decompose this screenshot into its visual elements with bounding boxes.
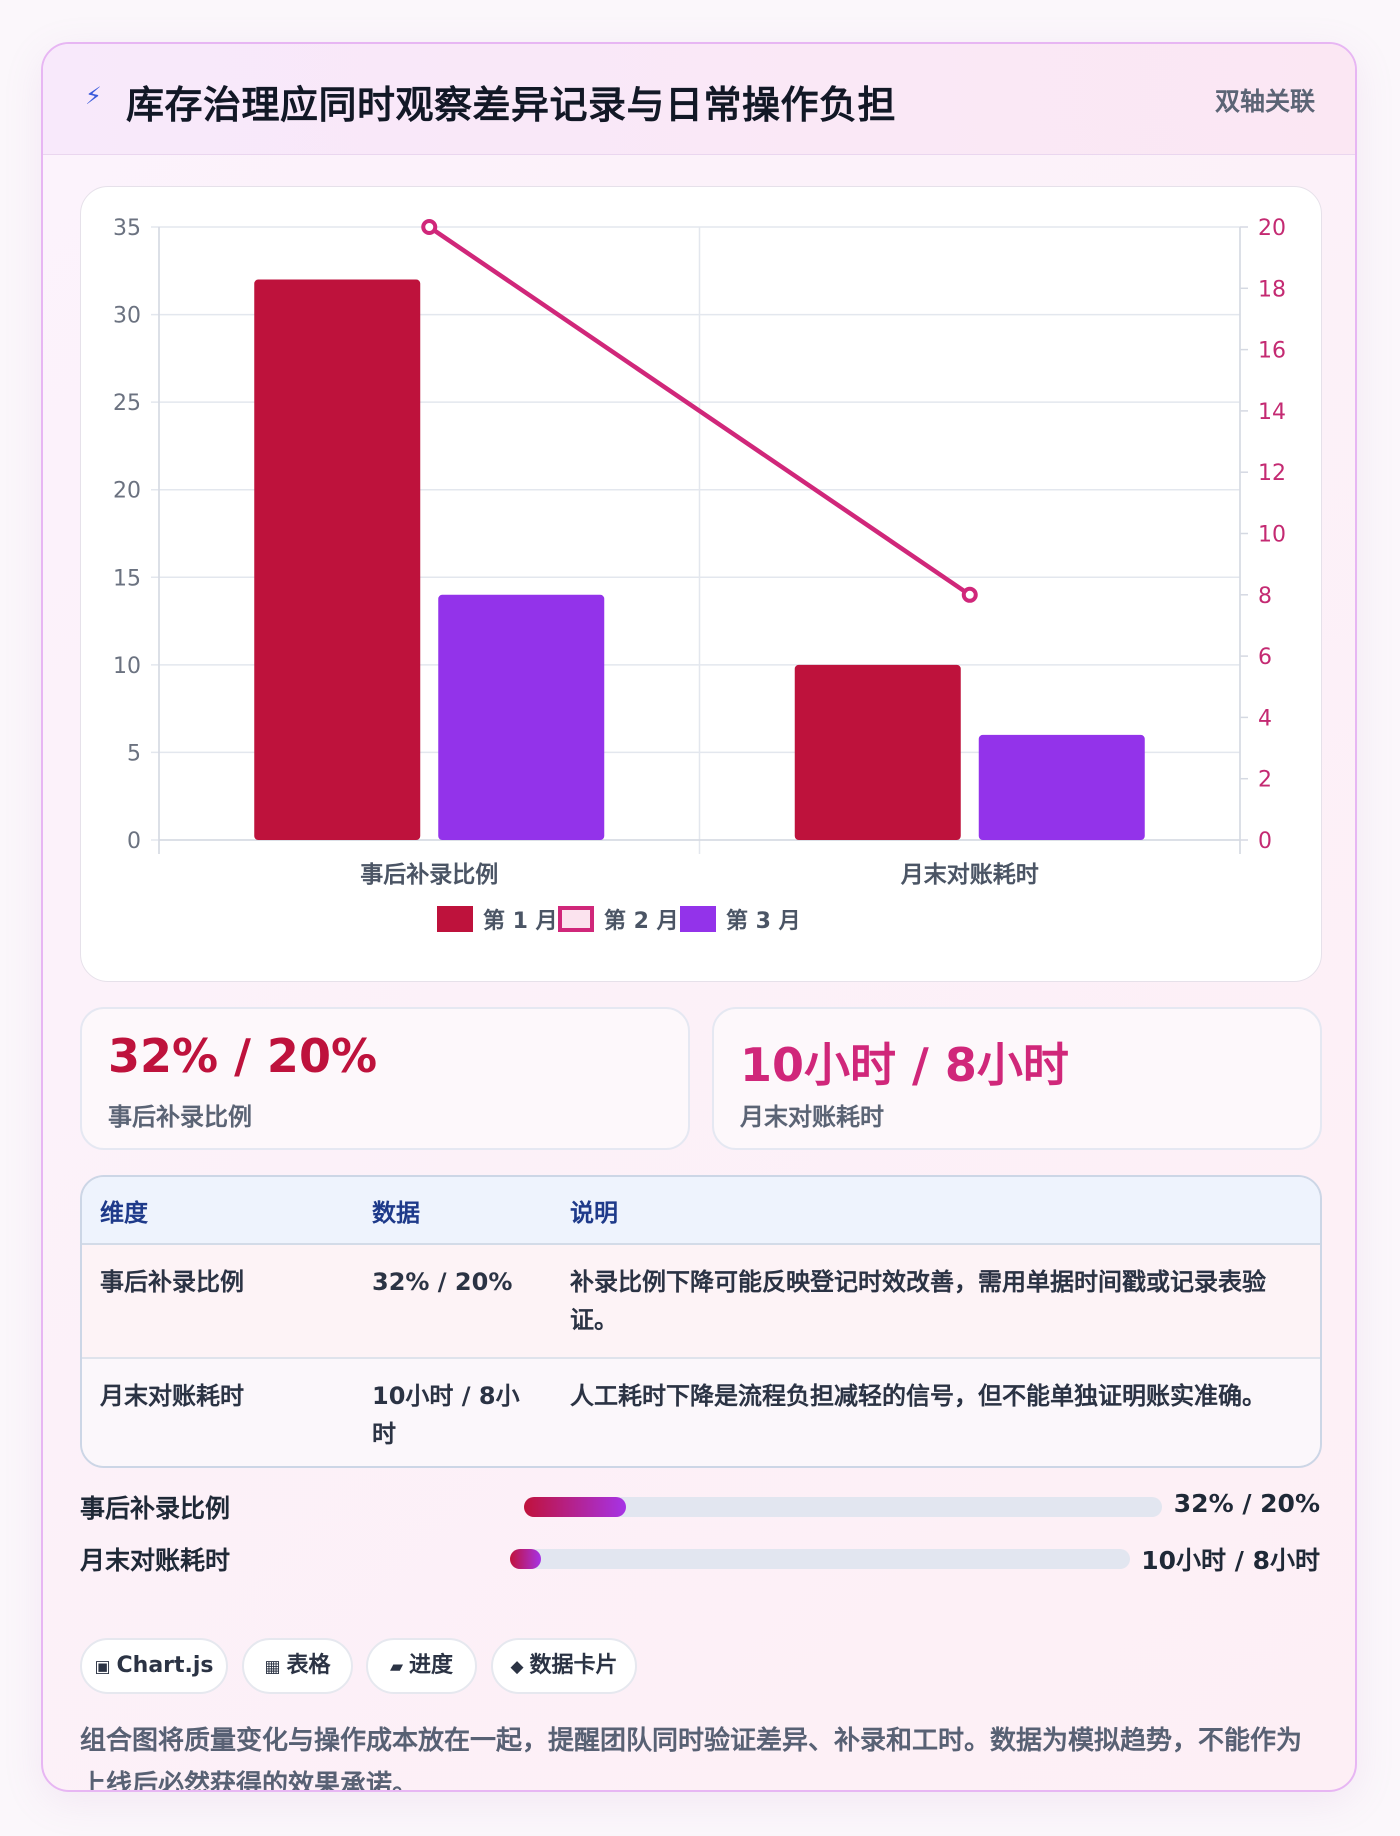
table-header: 说明 xyxy=(552,1177,1320,1245)
y-right-tick-label: 10 xyxy=(1258,523,1286,548)
line-series xyxy=(427,225,972,597)
progress-fill xyxy=(510,1549,541,1569)
progress-label: 事后补录比例 xyxy=(80,1494,231,1523)
progress-track xyxy=(510,1549,1130,1569)
y-right-tick-label: 14 xyxy=(1258,400,1286,425)
chip-label: 进度 xyxy=(409,1653,454,1678)
diamond-icon: ◆ xyxy=(510,1657,524,1677)
bolt-icon: ⚡ xyxy=(85,82,102,110)
y-right-tick-label: 16 xyxy=(1258,339,1286,364)
chart-container: 0 5 10 15 20 25 30 35 0 2 4 6 8 10 12 14 16 18 20 事后补录比例 月末对… xyxy=(80,186,1322,982)
progress-row-reconcile: 月末对账耗时 10小时 / 8小时 xyxy=(80,1541,1320,1581)
line-point xyxy=(961,586,978,603)
progress-value: 10小时 / 8小时 xyxy=(1141,1546,1320,1575)
bar-2 xyxy=(978,734,1145,840)
page-title: 库存治理应同时观察差异记录与日常操作负担 xyxy=(126,83,897,127)
progress-value: 32% / 20% xyxy=(1173,1489,1320,1518)
y-left-tick-label: 5 xyxy=(127,741,141,766)
legend-label: 第 3 月 xyxy=(726,908,801,934)
table-row: 事后补录比例 32% / 20% 补录比例下降可能反映登记时效改善，需用单据时间… xyxy=(82,1244,1320,1359)
table-cell: 10小时 / 8小时 xyxy=(354,1358,552,1466)
y-right-tick-label: 0 xyxy=(1258,829,1272,854)
kpi-value: 32% / 20% xyxy=(108,1029,378,1083)
legend-swatch xyxy=(437,906,473,932)
table-cell: 人工耗时下降是流程负担减轻的信号，但不能单独证明账实准确。 xyxy=(552,1358,1320,1466)
header-tag: 双轴关联 xyxy=(1214,87,1315,116)
kpi-label: 月末对账耗时 xyxy=(740,1103,884,1131)
chip-table[interactable]: ▦ 表格 xyxy=(242,1638,353,1694)
y-right-tick-label: 8 xyxy=(1258,584,1272,609)
chip-progress[interactable]: ▰ 进度 xyxy=(366,1638,477,1694)
y-left-tick-label: 35 xyxy=(113,216,141,241)
table-cell: 补录比例下降可能反映登记时效改善，需用单据时间戳或记录表验证。 xyxy=(552,1244,1320,1359)
kpi-card-reconcile: 10小时 / 8小时 月末对账耗时 xyxy=(712,1007,1322,1150)
bar-2 xyxy=(438,594,605,840)
x-tick-label: 月末对账耗时 xyxy=(900,862,1039,888)
progress-label: 月末对账耗时 xyxy=(80,1546,231,1575)
chip-chartjs[interactable]: ▣ Chart.js xyxy=(80,1638,228,1694)
chip-data-card[interactable]: ◆ 数据卡片 xyxy=(491,1638,637,1694)
y-right-tick-label: 20 xyxy=(1258,216,1286,241)
y-right-tick-label: 18 xyxy=(1258,277,1286,302)
combo-chart: 0 5 10 15 20 25 30 35 0 2 4 6 8 10 12 14 16 18 20 事后补录比例 月末对… xyxy=(113,216,1286,934)
y-left-tick-label: 30 xyxy=(113,304,141,329)
main-card: ⚡ 库存治理应同时观察差异记录与日常操作负担 双轴关联 0 5 10 15 20 25 30… xyxy=(41,42,1357,1792)
legend-swatch xyxy=(680,906,716,932)
bar-1 xyxy=(794,664,961,840)
table-header: 维度 xyxy=(82,1177,354,1245)
table-cell: 32% / 20% xyxy=(354,1244,552,1359)
legend-label: 第 2 月 xyxy=(604,908,679,934)
y-left-tick-label: 10 xyxy=(113,654,141,679)
y-right-tick-label: 12 xyxy=(1258,461,1286,486)
kpi-value: 10小时 / 8小时 xyxy=(740,1038,1069,1092)
kpi-label: 事后补录比例 xyxy=(108,1103,252,1131)
y-right-tick-label: 6 xyxy=(1258,645,1272,670)
table-header: 数据 xyxy=(354,1177,552,1245)
table-cell: 事后补录比例 xyxy=(82,1244,354,1359)
bar-1 xyxy=(254,279,421,840)
data-table: 维度 数据 说明 事后补录比例 32% / 20% 补录比例下降可能反映登记时效… xyxy=(80,1175,1322,1468)
y-left-tick-label: 15 xyxy=(113,566,141,591)
table-row: 月末对账耗时 10小时 / 8小时 人工耗时下降是流程负担减轻的信号，但不能单独… xyxy=(82,1358,1320,1466)
card-header: ⚡ 库存治理应同时观察差异记录与日常操作负担 双轴关联 xyxy=(43,44,1355,155)
y-left-tick-label: 20 xyxy=(113,479,141,504)
chip-label: 表格 xyxy=(286,1653,331,1678)
legend-label: 第 1 月 xyxy=(483,908,558,934)
progress-icon: ▰ xyxy=(389,1657,404,1677)
progress-track xyxy=(524,1497,1162,1517)
y-left-tick-label: 25 xyxy=(113,391,141,416)
footnote: 组合图将质量变化与操作成本放在一起，提醒团队同时验证差异、补录和工时。数据为模拟… xyxy=(80,1726,1303,1792)
kpi-card-supplement: 32% / 20% 事后补录比例 xyxy=(80,1007,690,1150)
legend-swatch xyxy=(558,906,594,932)
x-tick-label: 事后补录比例 xyxy=(360,862,498,888)
table-cell: 月末对账耗时 xyxy=(82,1358,354,1466)
chip-label: 数据卡片 xyxy=(529,1653,618,1678)
progress-fill xyxy=(524,1497,627,1517)
progress-row-supplement: 事后补录比例 32% / 20% xyxy=(80,1489,1320,1529)
chart-icon: ▣ xyxy=(94,1657,111,1677)
table-icon: ▦ xyxy=(264,1657,281,1677)
chip-label: Chart.js xyxy=(116,1653,214,1678)
line-point xyxy=(421,219,438,235)
y-left-tick-label: 0 xyxy=(127,829,141,854)
y-right-tick-label: 2 xyxy=(1258,768,1272,793)
y-right-tick-label: 4 xyxy=(1258,706,1272,731)
